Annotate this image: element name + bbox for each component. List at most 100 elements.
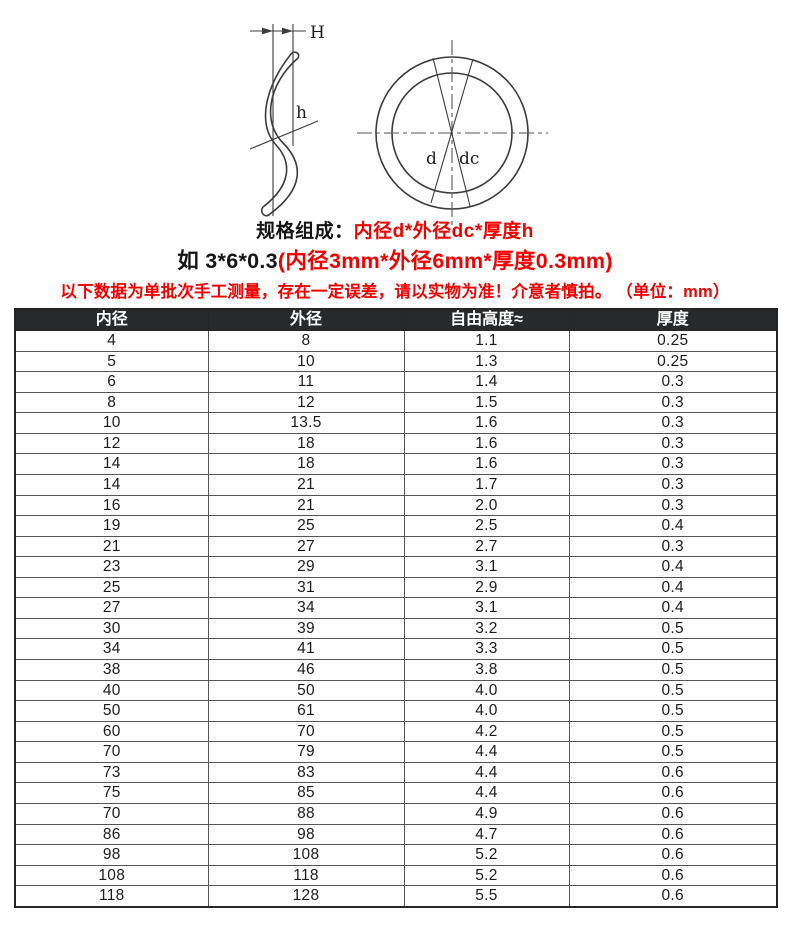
table-cell: 0.5 [568,638,778,660]
table-cell: 40 [14,679,209,702]
table-cell: 27 [207,535,405,558]
dimension-arrow-left [262,27,273,35]
table-row: 34 41 3.3 0.5 [14,638,778,660]
table-cell: 0.3 [568,391,778,414]
spec-example-line: 如 3*6*0.3(内径3mm*外径6mm*厚度0.3mm) [0,244,790,275]
table-cell: 38 [14,659,209,681]
table-cell: 75 [14,782,209,804]
table-row: 73 83 4.4 0.6 [14,761,778,784]
table-cell: 70 [14,741,209,763]
table-cell: 118 [14,885,209,908]
table-cell: 0.5 [568,679,778,702]
table-cell: 46 [207,659,405,681]
table-row: 19 25 2.5 0.4 [14,515,778,537]
table-cell: 8 [207,330,405,352]
table-cell: 4.9 [403,802,570,825]
table-cell: 70 [14,802,209,825]
table-cell: 3.3 [403,638,570,660]
table-cell: 34 [207,597,405,619]
table-cell: 98 [207,823,405,846]
table-row: 4 8 1.1 0.25 [14,330,778,352]
table-cell: 10 [207,350,405,373]
table-cell: 0.3 [568,535,778,558]
table-cell: 18 [207,453,405,475]
table-cell: 18 [207,432,405,455]
table-cell: 5.2 [403,844,570,866]
table-row: 14 18 1.6 0.3 [14,453,778,475]
table-cell: 128 [207,885,405,908]
table-cell: 3.1 [403,597,570,619]
col-header-2: 自由高度≈ [403,308,570,331]
table-cell: 34 [14,638,209,660]
table-cell: 4.7 [403,823,570,846]
table-cell: 0.6 [568,823,778,846]
dim-label-d: d [426,149,437,169]
table-cell: 1.6 [403,453,570,475]
col-header-0: 内径 [14,308,209,331]
table-cell: 4.0 [403,679,570,702]
table-cell: 86 [14,823,209,846]
table-cell: 0.6 [568,864,778,887]
table-cell: 4.2 [403,720,570,743]
washer-profile [260,51,300,217]
table-row: 14 21 1.7 0.3 [14,473,778,496]
table-cell: 30 [14,617,209,640]
table-cell: 6 [14,371,209,393]
table-cell: 0.6 [568,844,778,866]
table-cell: 0.5 [568,617,778,640]
table-cell: 41 [207,638,405,660]
spec-example-highlight: (内径3mm*外径6mm*厚度0.3mm) [277,249,613,273]
table-cell: 1.1 [403,330,570,352]
table-cell: 14 [14,473,209,496]
table-cell: 0.3 [568,412,778,434]
table-row: 16 21 2.0 0.3 [14,494,778,517]
table-cell: 25 [207,515,405,537]
measurement-note: 以下数据为单批次手工测量，存在一定误差，请以实物为准！介意者慎拍。 （单位：mm… [60,283,730,301]
table-cell: 10 [14,412,209,434]
table-cell: 0.3 [568,494,778,517]
table-row: 118 128 5.5 0.6 [14,885,778,908]
table-cell: 25 [14,576,209,599]
table-cell: 0.5 [568,741,778,763]
table-row: 86 98 4.7 0.6 [14,823,778,846]
table-row: 50 61 4.0 0.5 [14,700,778,722]
table-cell: 0.3 [568,371,778,393]
table-cell: 0.25 [568,330,778,352]
table-cell: 0.6 [568,761,778,784]
table-row: 30 39 3.2 0.5 [14,617,778,640]
table-row: 98 108 5.2 0.6 [14,844,778,866]
table-row: 108 118 5.2 0.6 [14,864,778,887]
table-cell: 23 [14,556,209,578]
table-cell: 0.6 [568,782,778,804]
table-cell: 0.5 [568,659,778,681]
table-cell: 5 [14,350,209,373]
table-cell: 0.3 [568,453,778,475]
table-row: 75 85 4.4 0.6 [14,782,778,804]
diameter-ray-2 [430,58,474,204]
table-cell: 1.6 [403,412,570,434]
header-row: 内径 外径 自由高度≈ 厚度 [14,308,778,331]
table-cell: 108 [207,844,405,866]
table-cell: 16 [14,494,209,517]
table-cell: 4 [14,330,209,352]
table-cell: 0.25 [568,350,778,373]
table-cell: 0.3 [568,473,778,496]
table-cell: 21 [14,535,209,558]
table-cell: 0.4 [568,515,778,537]
table-cell: 1.3 [403,350,570,373]
table-row: 5 10 1.3 0.25 [14,350,778,373]
table-cell: 31 [207,576,405,599]
table-cell: 27 [14,597,209,619]
table-row: 10 13.5 1.6 0.3 [14,412,778,434]
table-row: 70 88 4.9 0.6 [14,802,778,825]
table-cell: 108 [14,864,209,887]
table-cell: 14 [14,453,209,475]
table-cell: 2.0 [403,494,570,517]
table-cell: 3.2 [403,617,570,640]
table-cell: 3.1 [403,556,570,578]
table-row: 8 12 1.5 0.3 [14,391,778,414]
table-cell: 19 [14,515,209,537]
table-cell: 50 [207,679,405,702]
table-cell: 4.4 [403,761,570,784]
table-row: 70 79 4.4 0.5 [14,741,778,763]
